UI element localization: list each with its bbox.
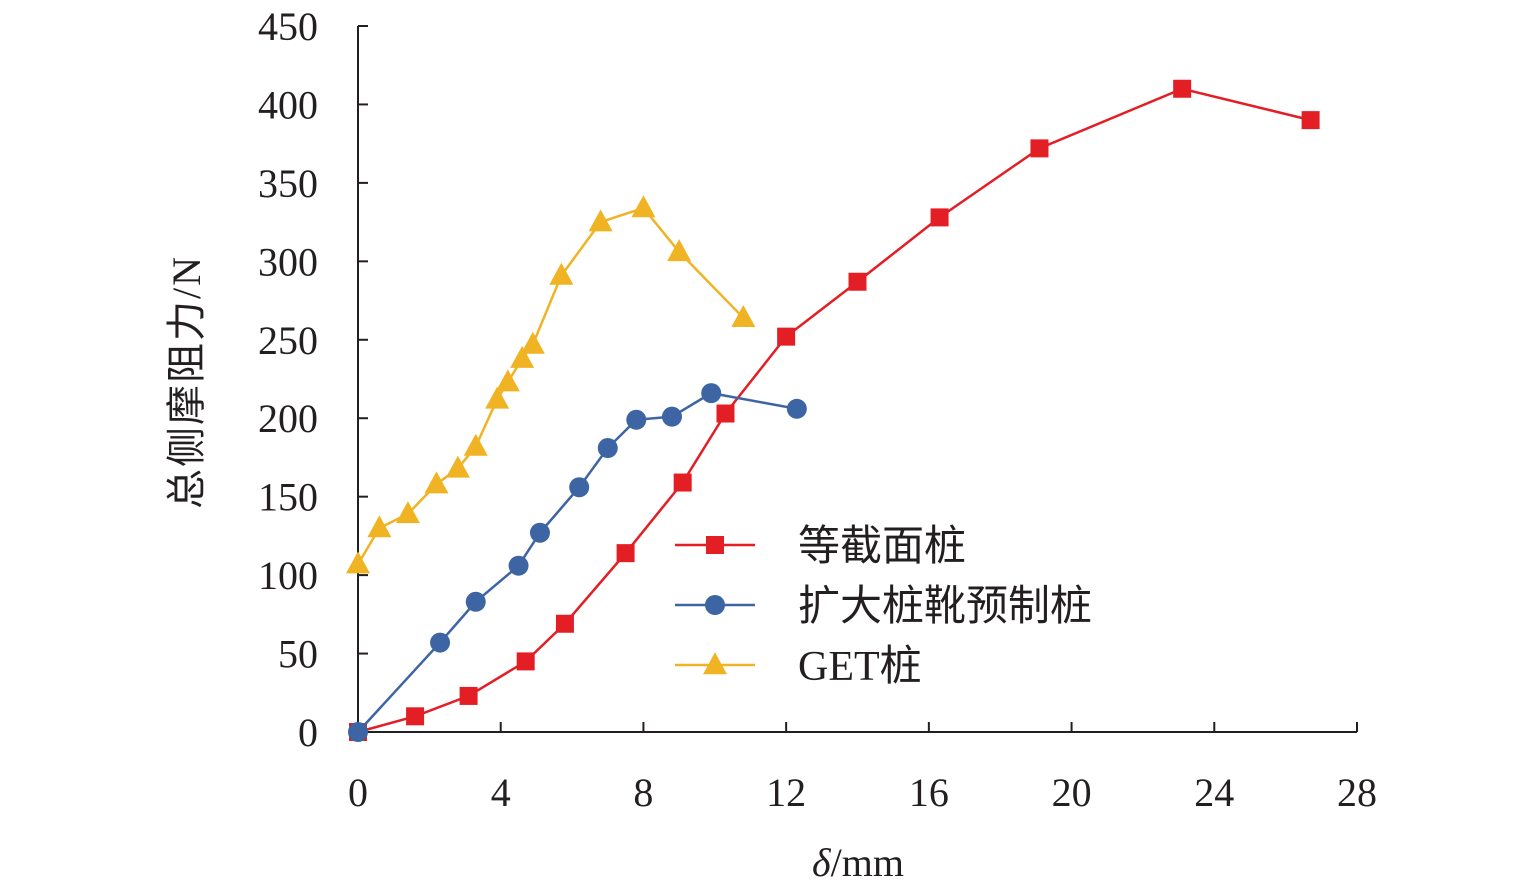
data-point	[555, 614, 574, 633]
y-tick-label: 100	[258, 553, 318, 598]
data-point	[661, 406, 682, 427]
data-point	[406, 707, 425, 726]
data-point	[777, 327, 796, 346]
x-tick-label: 28	[1337, 770, 1377, 815]
legend-item: GET桩	[675, 644, 922, 690]
y-axis-title: 总侧摩阻力/N	[164, 255, 209, 509]
data-point	[716, 404, 735, 423]
y-tick-label: 350	[258, 161, 318, 206]
series-0	[349, 79, 1320, 741]
data-point	[508, 555, 529, 576]
data-point	[463, 433, 488, 456]
legend-item: 扩大桩靴预制桩	[675, 584, 1092, 630]
x-tick-label: 24	[1194, 770, 1234, 815]
series-layer	[346, 79, 1320, 742]
data-point	[588, 209, 613, 232]
y-tick-label: 300	[258, 239, 318, 284]
y-tick-label: 150	[258, 475, 318, 520]
data-point	[673, 473, 692, 492]
data-point	[395, 501, 420, 524]
series-2	[346, 195, 756, 574]
series-1	[348, 383, 807, 742]
x-tick-label: 16	[909, 770, 949, 815]
y-tick-label: 450	[258, 4, 318, 49]
data-point	[1301, 111, 1320, 130]
y-tick-label: 200	[258, 396, 318, 441]
data-point	[848, 272, 867, 291]
data-point	[465, 591, 486, 612]
data-point	[367, 515, 392, 538]
legend-marker	[703, 652, 727, 675]
legend-item: 等截面桩	[675, 524, 966, 570]
y-tick-label: 50	[278, 632, 318, 677]
data-point	[485, 386, 510, 409]
x-tick-label: 12	[766, 770, 806, 815]
data-point	[930, 208, 949, 227]
data-point	[569, 477, 590, 498]
y-tick-label: 400	[258, 82, 318, 127]
axes: 0 50 100 150 200 250 300 350 400 450 0 4 8 12 16 20 24 28	[258, 4, 1377, 815]
data-point	[430, 632, 451, 653]
series-line	[357, 87, 1311, 734]
x-tick-label: 0	[348, 770, 368, 815]
data-point	[445, 455, 470, 478]
x-tick-label: 20	[1052, 770, 1092, 815]
data-point	[626, 409, 647, 430]
data-point	[348, 722, 368, 742]
data-point	[616, 544, 635, 563]
data-point	[786, 398, 807, 419]
data-point	[529, 522, 550, 543]
data-point	[1030, 139, 1049, 158]
x-tick-label: 8	[633, 770, 653, 815]
data-point	[520, 331, 545, 354]
data-point	[731, 305, 756, 328]
data-point	[346, 551, 370, 574]
data-point	[549, 262, 574, 285]
legend-marker	[705, 595, 725, 615]
x-tick-label: 4	[491, 770, 511, 815]
data-point	[631, 195, 656, 218]
data-point	[424, 471, 449, 494]
data-point	[459, 686, 478, 705]
data-point	[1173, 79, 1192, 98]
data-point	[495, 369, 520, 392]
x-axis-symbol: δ	[812, 840, 832, 885]
legend-label: GET桩	[798, 644, 922, 690]
legend-label: 等截面桩	[798, 524, 966, 570]
data-point	[597, 438, 618, 459]
series-line	[356, 206, 745, 565]
legend-marker	[706, 536, 724, 554]
series-line	[357, 391, 798, 733]
x-axis-title: δ/mm	[812, 840, 904, 885]
data-point	[667, 239, 692, 262]
data-point	[516, 652, 535, 671]
x-axis-unit: /mm	[831, 840, 904, 885]
y-tick-label: 0	[298, 710, 318, 755]
data-point	[701, 383, 722, 404]
y-tick-label: 250	[258, 318, 318, 363]
data-point	[510, 345, 535, 368]
legend-label: 扩大桩靴预制桩	[798, 584, 1092, 630]
